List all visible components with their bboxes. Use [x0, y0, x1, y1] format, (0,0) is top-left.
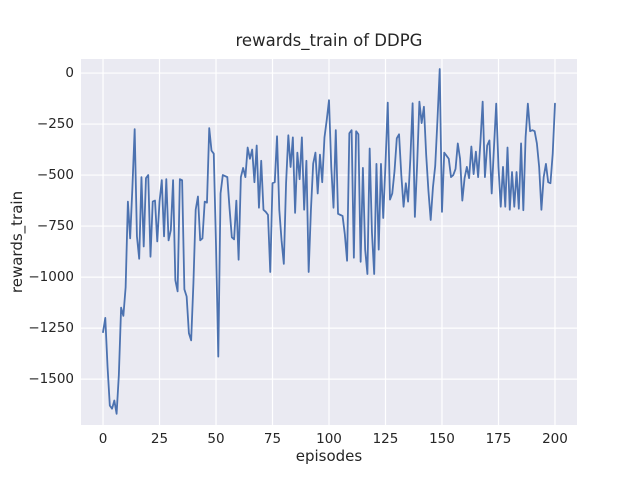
x-axis-label: episodes	[295, 447, 363, 465]
x-tick-label: 0	[98, 431, 108, 447]
x-tick-label: 25	[150, 431, 169, 447]
y-tick-label: −1500	[28, 371, 74, 388]
x-tick-label: 150	[429, 431, 455, 447]
series-line-rewards_train	[102, 68, 556, 415]
y-tick-label: −1000	[28, 269, 74, 286]
chart-canvas	[81, 59, 577, 425]
x-tick-label: 175	[485, 431, 512, 447]
y-tick-label: −500	[36, 167, 74, 184]
plot-area	[81, 59, 577, 425]
y-tick-label: −750	[36, 218, 74, 235]
x-tick-label: 100	[316, 431, 342, 447]
x-tick-label: 125	[372, 431, 399, 447]
x-tick-label: 50	[207, 431, 225, 447]
x-tick-label: 75	[263, 431, 282, 447]
y-tick-label: −1250	[28, 320, 74, 337]
chart-title: rewards_train of DDPG	[235, 31, 423, 50]
y-tick-label: −250	[36, 116, 74, 133]
x-tick-label: 200	[542, 431, 568, 447]
y-tick-label: 0	[65, 65, 74, 82]
